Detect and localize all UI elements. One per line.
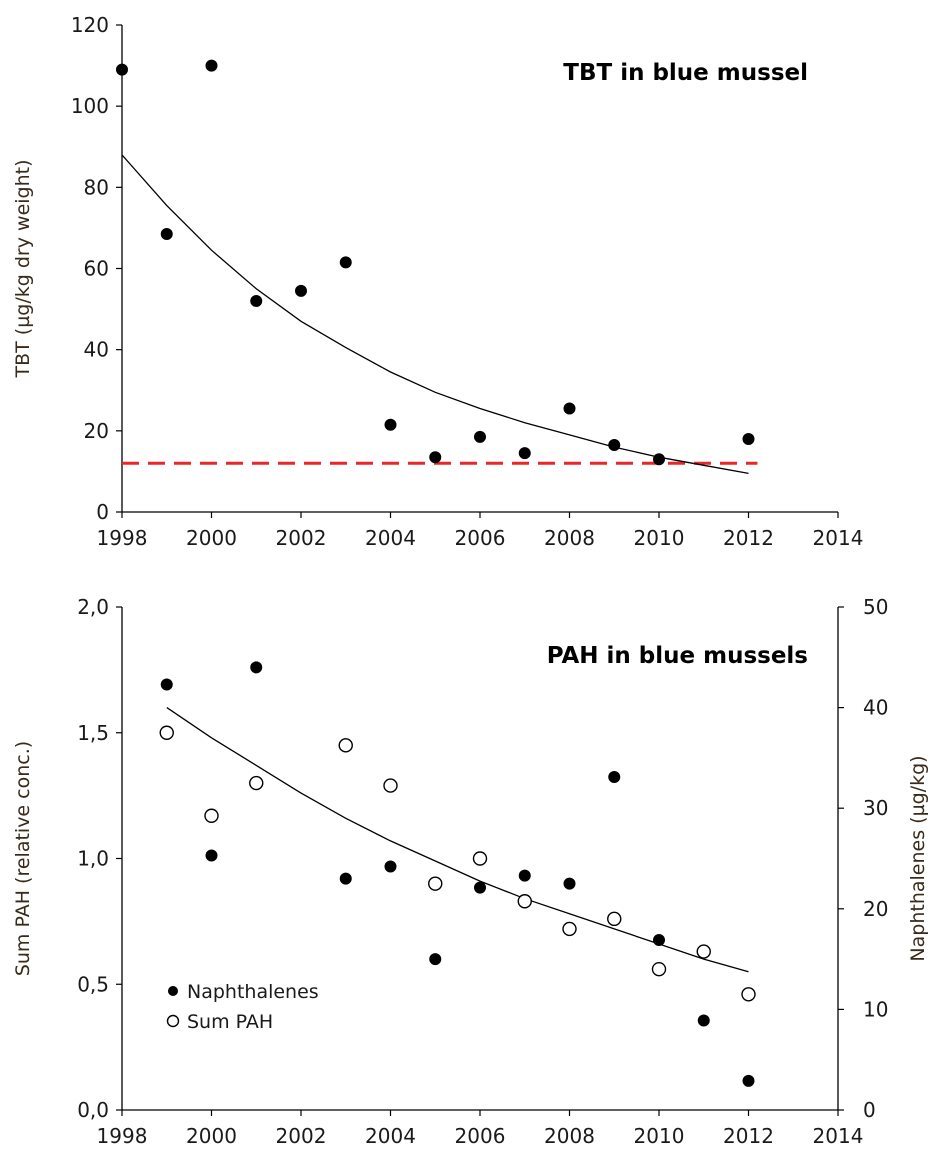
y-tick-label: 1,0 [77, 847, 109, 871]
y-tick-label: 60 [84, 257, 109, 281]
x-tick-label: 2006 [455, 526, 506, 550]
y-tick-label: 0,0 [77, 1098, 109, 1122]
data-point [429, 451, 442, 464]
data-point [563, 402, 576, 415]
data-point [250, 661, 263, 674]
data-point [295, 284, 307, 297]
x-tick-label: 2012 [723, 526, 774, 550]
x-tick-label: 2008 [544, 526, 595, 550]
y-tick-label: 1,5 [77, 721, 109, 745]
x-tick-label: 1998 [97, 1124, 148, 1148]
chart-title: TBT in blue mussel [563, 60, 808, 86]
data-point [429, 953, 442, 966]
data-point [742, 432, 755, 445]
series-naphthalenes [160, 661, 755, 1087]
data-point [205, 59, 218, 72]
data-point [116, 63, 128, 76]
x-tick-label: 2004 [365, 1124, 416, 1148]
data-point [518, 447, 531, 460]
data-point [383, 778, 398, 793]
x-tick-label: 2008 [544, 1124, 595, 1148]
data-point [607, 911, 622, 927]
x-tick-label: 2000 [186, 526, 237, 550]
y-tick-label: 2,0 [77, 595, 109, 619]
y-right-tick-label: 20 [863, 897, 888, 921]
data-point [428, 876, 443, 891]
y-right-tick-label: 10 [863, 997, 888, 1021]
y-tick-label: 0 [96, 500, 109, 524]
y-tick-label: 120 [71, 13, 109, 37]
x-tick-label: 2010 [634, 1124, 685, 1148]
data-point [384, 418, 397, 431]
data-point [339, 872, 352, 885]
tbt-chart: 0 20 40 60 80 100 120 1998 2000 2002 2004 2006 2008 2… [12, 13, 863, 550]
data-point [742, 1074, 755, 1087]
y-axis-right-label: Naphthalenes (µg/kg) [907, 755, 929, 961]
y-axis-label: Sum PAH (relative conc.) [12, 741, 34, 976]
data-point [204, 808, 219, 823]
data-point [696, 944, 711, 959]
data-point [562, 921, 577, 937]
y-right-tick-label: 50 [863, 595, 888, 619]
x-tick-label: 2002 [276, 1124, 327, 1148]
data-point [608, 439, 621, 452]
data-point [474, 881, 486, 894]
legend: Naphthalenes Sum PAH [166, 981, 319, 1033]
legend-label: Naphthalenes [187, 981, 319, 1003]
data-point [160, 678, 173, 691]
y-tick-label: 20 [84, 419, 109, 443]
data-point [159, 725, 174, 740]
data-point [474, 430, 486, 443]
data-point [339, 256, 352, 269]
y-right-tick-label: 0 [863, 1098, 876, 1122]
x-tick-label: 2002 [276, 526, 327, 550]
data-point [653, 933, 665, 946]
x-tick-label: 1998 [97, 526, 148, 550]
data-point [697, 1014, 710, 1027]
y-right-tick-label: 30 [863, 796, 888, 820]
data-point [472, 851, 488, 866]
series-sum-pah [159, 725, 756, 1002]
data-point [338, 738, 353, 753]
y-axis-label: TBT (µg/kg dry weight) [12, 160, 34, 379]
x-tick-label: 2014 [813, 526, 864, 550]
data-point [205, 849, 218, 862]
data-point [741, 987, 756, 1002]
x-tick-label: 2014 [813, 1124, 864, 1148]
x-tick-label: 2000 [186, 1124, 237, 1148]
legend-label: Sum PAH [187, 1011, 273, 1033]
x-tick-label: 2010 [634, 526, 685, 550]
data-point [250, 294, 263, 307]
data-point [249, 775, 264, 791]
pah-chart: 0,0 0,5 1,0 1,5 2,0 0 10 20 30 40 50 1998 2000 2002 20… [12, 595, 929, 1148]
data-point [518, 869, 531, 882]
legend-marker [166, 1014, 180, 1028]
y-tick-label: 100 [71, 94, 109, 118]
x-tick-label: 2006 [455, 1124, 506, 1148]
data-point [517, 894, 532, 909]
y-right-tick-label: 40 [863, 696, 888, 720]
data-point [653, 453, 665, 466]
trend-line [121, 154, 749, 475]
legend-marker [168, 986, 178, 996]
trend-line [166, 707, 749, 973]
data-point [160, 228, 173, 241]
data-point [608, 771, 621, 784]
series-points [116, 59, 755, 466]
data-point [563, 877, 576, 890]
x-tick-label: 2012 [723, 1124, 774, 1148]
y-tick-label: 0,5 [77, 972, 109, 996]
data-point [384, 860, 397, 873]
y-tick-label: 80 [84, 175, 109, 199]
chart-title: PAH in blue mussels [547, 643, 808, 669]
x-tick-label: 2004 [365, 526, 416, 550]
data-point [651, 961, 667, 977]
y-tick-label: 40 [84, 338, 109, 362]
